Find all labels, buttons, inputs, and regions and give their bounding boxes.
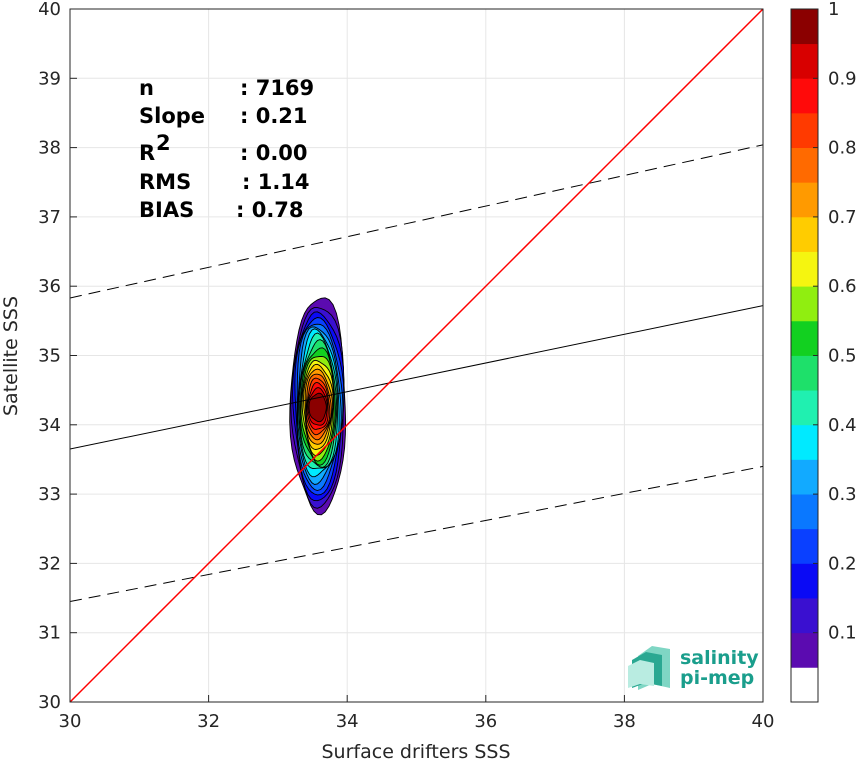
stat-label: Slope <box>139 104 205 128</box>
colorbar-segment <box>791 251 818 287</box>
y-tick-label: 32 <box>38 553 61 574</box>
colorbar-segment <box>791 390 818 426</box>
contour-level <box>308 392 327 423</box>
fit-lines <box>70 9 763 702</box>
x-tick-label: 32 <box>197 711 220 732</box>
logo-mark-icon <box>628 646 670 690</box>
colorbar-segment <box>791 182 818 218</box>
colorbar-tick-label: 0.8 <box>828 138 857 159</box>
colorbar-segment <box>791 112 818 148</box>
colorbar-tick-label: 0.4 <box>828 415 857 436</box>
colorbar-segment <box>791 9 818 45</box>
colorbar-segment <box>791 598 818 634</box>
regression-line <box>70 305 763 450</box>
colorbar-segment <box>791 563 818 599</box>
colorbar-tick-label: 0.6 <box>828 276 857 297</box>
x-tick-label: 30 <box>59 711 82 732</box>
stats-box: n : 7169 Slope : 0.21 R 2 : 0.00 RMS : 1.14 BIAS:… <box>139 76 314 222</box>
salinity-pimep-logo: salinity pi-mep <box>628 646 759 690</box>
colorbar-segment <box>791 424 818 460</box>
stat-label: RMS <box>139 170 191 194</box>
logo-text-line2: pi-mep <box>680 667 754 689</box>
y-tick-label: 31 <box>38 623 61 644</box>
colorbar: 0.1 0.2 0.3 0.4 0.5 0.6 0.7 0.8 0.9 1 <box>790 0 857 703</box>
logo-text-line1: salinity <box>680 647 759 669</box>
colorbar-segment <box>791 78 818 114</box>
colorbar-tick-label: 0.7 <box>828 207 857 228</box>
y-tick-label: 40 <box>38 0 61 20</box>
y-tick-label: 34 <box>38 415 61 436</box>
y-axis-label: Satellite SSS <box>0 296 22 416</box>
stat-label-superscript: 2 <box>156 131 171 155</box>
x-tick-label: 34 <box>336 711 359 732</box>
colorbar-segment <box>791 632 818 668</box>
grid <box>69 8 764 703</box>
upper-band-line <box>70 144 763 299</box>
x-axis: 30 32 34 36 38 40 <box>59 695 775 732</box>
colorbar-segment <box>791 216 818 252</box>
y-axis: 30 31 32 33 34 35 36 37 38 39 40 <box>38 0 77 713</box>
colorbar-segment <box>791 355 818 391</box>
x-tick-label: 38 <box>613 711 636 732</box>
colorbar-tick-label: 0.2 <box>828 553 857 574</box>
stat-value: : 1.14 <box>242 170 310 194</box>
stat-label: BIAS <box>139 198 194 222</box>
stat-label: n <box>139 76 154 100</box>
colorbar-tick-label: 0.9 <box>828 68 857 89</box>
colorbar-tick-label: 0.5 <box>828 346 857 367</box>
stat-label: R <box>139 141 155 165</box>
colorbar-segment <box>791 459 818 495</box>
colorbar-tick-label: 0.3 <box>828 484 857 505</box>
stat-value: : 0.00 <box>240 141 308 165</box>
colorbar-segment <box>791 286 818 322</box>
y-tick-label: 38 <box>38 138 61 159</box>
y-tick-label: 39 <box>38 68 61 89</box>
stat-value: : 7169 <box>240 76 314 100</box>
stat-value: : 0.78 <box>236 198 304 222</box>
density-contours <box>289 297 347 516</box>
colorbar-segment <box>791 43 818 79</box>
lower-band-line <box>70 465 763 603</box>
y-tick-label: 36 <box>38 276 61 297</box>
y-tick-label: 37 <box>38 207 61 228</box>
identity-line <box>70 9 763 702</box>
colorbar-segment <box>791 320 818 356</box>
stat-value: : 0.21 <box>240 104 308 128</box>
y-tick-label: 30 <box>38 692 61 713</box>
y-tick-label: 35 <box>38 346 61 367</box>
colorbar-tick-label: 1 <box>828 0 839 20</box>
colorbar-segment <box>791 667 818 703</box>
colorbar-segment <box>791 147 818 183</box>
colorbar-tick-label: 0.1 <box>828 623 857 644</box>
x-tick-label: 36 <box>474 711 497 732</box>
x-tick-label: 40 <box>752 711 775 732</box>
colorbar-segment <box>791 494 818 530</box>
y-tick-label: 33 <box>38 484 61 505</box>
x-axis-label: Surface drifters SSS <box>322 741 511 763</box>
colorbar-segment <box>791 528 818 564</box>
